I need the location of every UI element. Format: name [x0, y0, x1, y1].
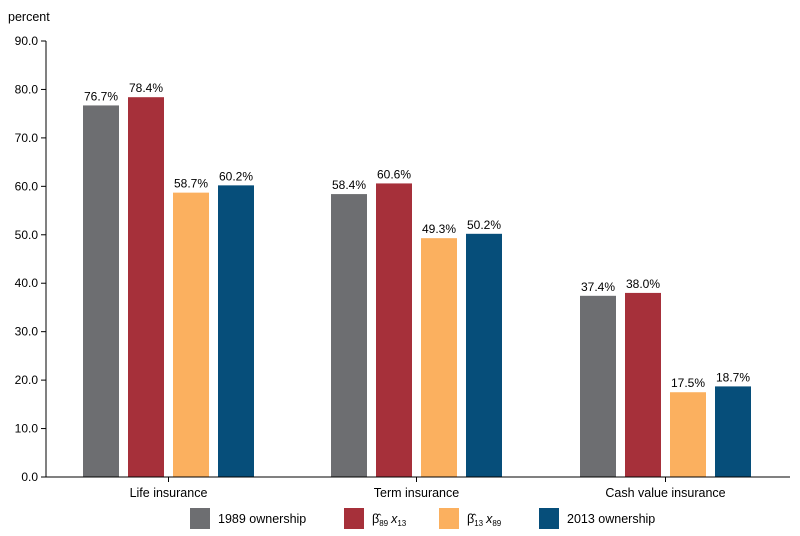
- legend-label: β̂13 x89: [467, 512, 502, 528]
- legend-swatch: [539, 508, 559, 529]
- y-tick-label: 10.0: [15, 422, 39, 436]
- bar: [421, 238, 457, 477]
- bar: [128, 97, 164, 477]
- legend-item: β̂89 x13: [344, 508, 407, 529]
- bar: [376, 183, 412, 477]
- bar: [580, 295, 616, 477]
- y-tick-label: 70.0: [15, 131, 39, 145]
- y-tick-label: 50.0: [15, 228, 39, 242]
- legend-label: β̂89 x13: [372, 512, 407, 528]
- bar: [625, 292, 661, 477]
- x-axis: Life insurance Term insurance Cash value i…: [46, 476, 790, 500]
- data-label: 50.2%: [467, 218, 501, 232]
- data-label: 38.0%: [626, 277, 660, 291]
- y-unit-label: percent: [8, 10, 50, 24]
- data-label: 78.4%: [129, 81, 163, 95]
- legend-item: 1989 ownership: [190, 508, 306, 529]
- y-axis: 0.0 10.0 20.0 30.0 40.0 50.0 60.0 70.0 80.0 90.0: [15, 34, 47, 484]
- data-label: 76.7%: [84, 89, 118, 103]
- x-category-label: Life insurance: [130, 486, 208, 500]
- data-label: 60.2%: [219, 169, 253, 183]
- data-label: 37.4%: [581, 280, 615, 294]
- bar: [331, 194, 367, 477]
- bars: 76.7% 78.4% 58.7% 60.2% 58.4% 60.6% 49.3% 50.2%…: [83, 81, 751, 477]
- y-tick-label: 90.0: [15, 34, 39, 48]
- y-tick-label: 30.0: [15, 325, 39, 339]
- bar: [715, 386, 751, 477]
- legend-label: 1989 ownership: [218, 512, 306, 526]
- y-tick-label: 60.0: [15, 179, 39, 193]
- y-tick-label: 40.0: [15, 276, 39, 290]
- legend-item: 2013 ownership: [539, 508, 655, 529]
- bar: [218, 185, 254, 477]
- bar: [173, 192, 209, 477]
- legend-item: β̂13 x89: [439, 508, 502, 529]
- bar-group: 58.4% 60.6% 49.3% 50.2%: [331, 167, 502, 477]
- legend-swatch: [190, 508, 210, 529]
- legend: 1989 ownership β̂89 x13 β̂13 x89 2013 ownersh…: [190, 508, 655, 529]
- data-label: 58.4%: [332, 178, 366, 192]
- y-tick-label: 20.0: [15, 373, 39, 387]
- legend-label: 2013 ownership: [567, 512, 655, 526]
- y-tick-label: 80.0: [15, 82, 39, 96]
- bar-group: 76.7% 78.4% 58.7% 60.2%: [83, 81, 254, 477]
- legend-swatch: [344, 508, 364, 529]
- legend-swatch: [439, 508, 459, 529]
- data-label: 60.6%: [377, 167, 411, 181]
- bar: [83, 105, 119, 477]
- data-label: 49.3%: [422, 222, 456, 236]
- data-label: 58.7%: [174, 177, 208, 191]
- bar-group: 37.4% 38.0% 17.5% 18.7%: [580, 277, 751, 477]
- data-label: 17.5%: [671, 376, 705, 390]
- bar: [670, 392, 706, 477]
- x-category-label: Cash value insurance: [605, 486, 725, 500]
- x-category-label: Term insurance: [374, 486, 459, 500]
- y-tick-label: 0.0: [21, 470, 38, 484]
- data-label: 18.7%: [716, 370, 750, 384]
- bar: [466, 233, 502, 477]
